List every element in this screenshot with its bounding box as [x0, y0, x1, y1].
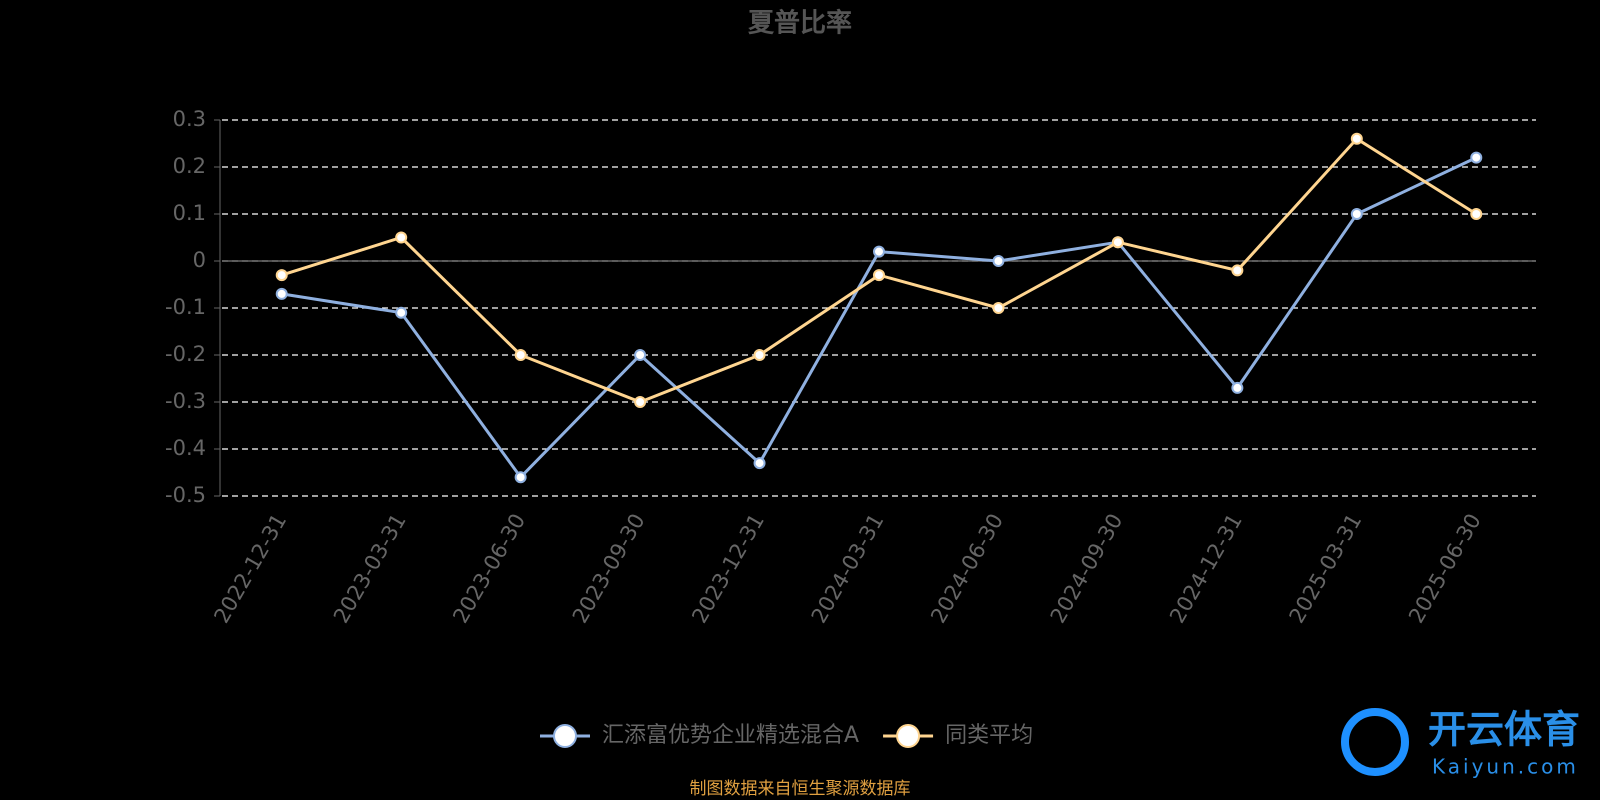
- point: [1111, 236, 1124, 249]
- point: [514, 471, 527, 484]
- point: [1231, 381, 1244, 394]
- y-tick-label: -0.3: [165, 389, 206, 413]
- y-tick-label: 0.2: [173, 154, 206, 178]
- y-tick-label: -0.1: [165, 295, 206, 319]
- point: [1350, 208, 1363, 220]
- legend-label: 汇添富优势企业精选混合A: [602, 723, 859, 748]
- chart-title: 夏普比率: [748, 8, 852, 39]
- x-tick-label: 2023-09-30: [568, 510, 650, 628]
- point: [1350, 132, 1363, 145]
- series: [275, 132, 1483, 408]
- x-tick-label: 2022-12-31: [209, 510, 291, 628]
- point: [395, 306, 408, 319]
- legend-marker: [553, 724, 577, 748]
- y-tick-label: 0: [193, 248, 206, 272]
- source-note: 制图数据来自恒生聚源数据库: [690, 779, 911, 799]
- point: [1470, 151, 1483, 164]
- y-tick-label: 0.1: [173, 201, 206, 225]
- point: [275, 287, 288, 300]
- y-tick-label: -0.5: [165, 483, 206, 507]
- watermark-url: Kaiyun.com: [1432, 755, 1579, 779]
- point: [873, 245, 885, 258]
- point: [634, 396, 647, 408]
- point: [1231, 264, 1244, 277]
- watermark: 开云体育 Kaiyun.com: [1341, 708, 1580, 779]
- x-tick-label: 2024-03-31: [807, 510, 889, 628]
- point: [275, 269, 288, 282]
- y-tick-label: -0.4: [165, 436, 206, 460]
- point: [634, 349, 647, 361]
- x-tick-label: 2023-12-31: [687, 510, 769, 628]
- legend-item: 汇添富优势企业精选混合A: [540, 723, 859, 748]
- x-tick-label: 2025-06-30: [1404, 510, 1486, 628]
- point: [395, 231, 408, 244]
- point: [992, 302, 1005, 314]
- point: [753, 349, 766, 361]
- legend-label: 同类平均: [945, 723, 1033, 748]
- watermark-logo: [1341, 708, 1409, 776]
- point: [1470, 208, 1483, 220]
- x-tick-label: 2023-06-30: [448, 510, 530, 628]
- x-tick-label: 2024-09-30: [1046, 510, 1128, 628]
- point: [514, 349, 527, 361]
- point: [992, 255, 1005, 267]
- y-tick-label: -0.2: [165, 342, 206, 366]
- y-tick-label: 0.3: [173, 107, 206, 131]
- point: [873, 269, 885, 282]
- point: [753, 457, 766, 470]
- x-tick-label: 2025-03-31: [1285, 510, 1367, 628]
- x-tick-label: 2024-06-30: [926, 510, 1008, 628]
- x-tick-label: 2024-12-31: [1165, 510, 1247, 628]
- legend-item: 同类平均: [883, 723, 1033, 748]
- watermark-name: 开云体育: [1428, 708, 1580, 752]
- x-tick-label: 2023-03-31: [329, 510, 411, 628]
- legend-marker: [896, 724, 921, 748]
